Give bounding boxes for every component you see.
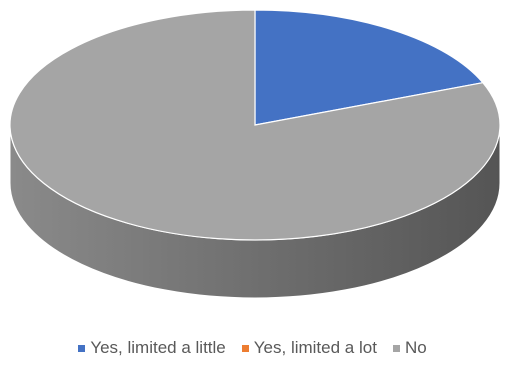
legend-swatch-2 (392, 344, 400, 352)
legend-item-0: Yes, limited a little (78, 338, 226, 358)
legend-item-1: Yes, limited a lot (241, 338, 377, 358)
legend-label-1: Yes, limited a lot (253, 338, 377, 357)
legend-swatch-0 (78, 344, 86, 352)
pie-slices (9, 9, 501, 241)
pie-slice-2 (9, 9, 501, 241)
legend-swatch-1 (241, 344, 249, 352)
legend-label-2: No (404, 338, 427, 357)
pie-slice-0 (254, 9, 484, 126)
legend-label-0: Yes, limited a little (90, 338, 226, 357)
legend-item-2: No (392, 338, 427, 358)
chart-legend: Yes, limited a little Yes, limited a lot N… (0, 335, 505, 361)
